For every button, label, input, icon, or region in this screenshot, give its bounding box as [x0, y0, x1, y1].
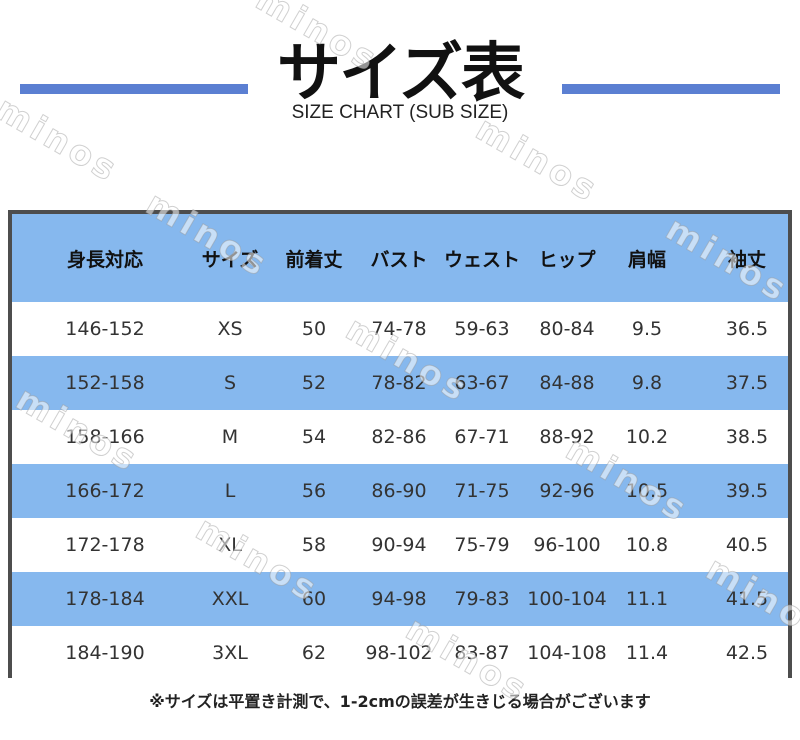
cell-length: 62 — [301, 642, 327, 664]
cell-shoulder: 9.8 — [631, 372, 663, 394]
cell-waist: 75-79 — [454, 534, 510, 556]
cell-sleeve: 42.5 — [725, 642, 769, 664]
cell-shoulder: 9.5 — [631, 318, 663, 340]
header-shoulder: 肩幅 — [627, 248, 666, 271]
cell-sleeve: 36.5 — [725, 318, 769, 340]
cell-shoulder: 11.1 — [625, 588, 669, 610]
cell-waist: 67-71 — [454, 426, 510, 448]
cell-size: XS — [217, 318, 243, 340]
header-length: 前着丈 — [285, 248, 343, 271]
cell-shoulder: 10.5 — [625, 480, 669, 502]
header-size: サイズ — [201, 248, 259, 271]
cell-height: 152-158 — [65, 372, 145, 394]
cell-length: 50 — [301, 318, 327, 340]
cell-sleeve: 38.5 — [725, 426, 769, 448]
header-hip: ヒップ — [538, 248, 596, 271]
table-row: 146-152 XS 50 74-78 59-63 80-84 9.5 36.5 — [12, 302, 788, 356]
cell-shoulder: 10.8 — [625, 534, 669, 556]
cell-height: 172-178 — [65, 534, 145, 556]
cell-size: XXL — [211, 588, 249, 610]
cell-waist: 63-67 — [454, 372, 510, 394]
cell-hip: 80-84 — [539, 318, 595, 340]
cell-hip: 92-96 — [539, 480, 595, 502]
cell-waist: 79-83 — [454, 588, 510, 610]
cell-length: 58 — [301, 534, 327, 556]
size-table: 身長対応 サイズ 前着丈 バスト ウェスト ヒップ 肩幅 袖丈 146-152 … — [8, 210, 792, 680]
cell-length: 54 — [301, 426, 327, 448]
cell-length: 60 — [301, 588, 327, 610]
cell-length: 56 — [301, 480, 327, 502]
cell-height: 158-166 — [65, 426, 145, 448]
page-subtitle: SIZE CHART (SUB SIZE) — [291, 102, 509, 123]
table-row: 152-158 S 52 78-82 63-67 84-88 9.8 37.5 — [12, 356, 788, 410]
cell-hip: 88-92 — [539, 426, 595, 448]
cell-bust: 90-94 — [371, 534, 427, 556]
table-row: 158-166 M 54 82-86 67-71 88-92 10.2 38.5 — [12, 410, 788, 464]
cell-sleeve: 37.5 — [725, 372, 769, 394]
cell-length: 52 — [301, 372, 327, 394]
table-row: 166-172 L 56 86-90 71-75 92-96 10.5 39.5 — [12, 464, 788, 518]
cell-height: 178-184 — [65, 588, 145, 610]
header-waist: ウェスト — [444, 248, 521, 271]
cell-shoulder: 10.2 — [625, 426, 669, 448]
measurement-note: ※サイズは平置き計測で、1-2cmの誤差が生きじる場合がございます — [149, 692, 651, 711]
cell-height: 184-190 — [65, 642, 145, 664]
cell-bust: 82-86 — [371, 426, 427, 448]
size-table-body: 身長対応 サイズ 前着丈 バスト ウェスト ヒップ 肩幅 袖丈 146-152 … — [12, 214, 788, 680]
cell-bust: 94-98 — [371, 588, 427, 610]
cell-waist: 71-75 — [454, 480, 510, 502]
cell-waist: 59-63 — [454, 318, 510, 340]
title-bar-right — [562, 84, 780, 94]
cell-waist: 83-87 — [454, 642, 510, 664]
watermark-text: minos — [469, 108, 607, 212]
cell-bust: 74-78 — [371, 318, 427, 340]
header-bust: バスト — [370, 248, 428, 271]
cell-hip: 104-108 — [527, 642, 607, 664]
cell-bust: 98-102 — [365, 642, 433, 664]
cell-sleeve: 40.5 — [725, 534, 769, 556]
table-header-row: 身長対応 サイズ 前着丈 バスト ウェスト ヒップ 肩幅 袖丈 — [12, 214, 788, 302]
cell-bust: 78-82 — [371, 372, 427, 394]
cell-sleeve: 39.5 — [725, 480, 769, 502]
header-sleeve: 袖丈 — [727, 248, 766, 271]
table-row: 184-190 3XL 62 98-102 83-87 104-108 11.4… — [12, 626, 788, 680]
cell-sleeve: 41.5 — [725, 588, 769, 610]
cell-hip: 96-100 — [533, 534, 601, 556]
cell-hip: 100-104 — [527, 588, 607, 610]
page-title: サイズ表 — [276, 37, 525, 111]
table-row: 172-178 XL 58 90-94 75-79 96-100 10.8 40… — [12, 518, 788, 572]
cell-height: 166-172 — [65, 480, 145, 502]
cell-height: 146-152 — [65, 318, 145, 340]
cell-size: L — [224, 480, 236, 502]
cell-size: XL — [218, 534, 242, 556]
title-bar-left — [20, 84, 248, 94]
cell-shoulder: 11.4 — [625, 642, 669, 664]
cell-size: 3XL — [212, 642, 248, 664]
cell-size: M — [221, 426, 239, 448]
cell-hip: 84-88 — [539, 372, 595, 394]
cell-size: S — [223, 372, 237, 394]
table-row: 178-184 XXL 60 94-98 79-83 100-104 11.1 … — [12, 572, 788, 626]
header-height: 身長対応 — [66, 248, 143, 271]
cell-bust: 86-90 — [371, 480, 427, 502]
